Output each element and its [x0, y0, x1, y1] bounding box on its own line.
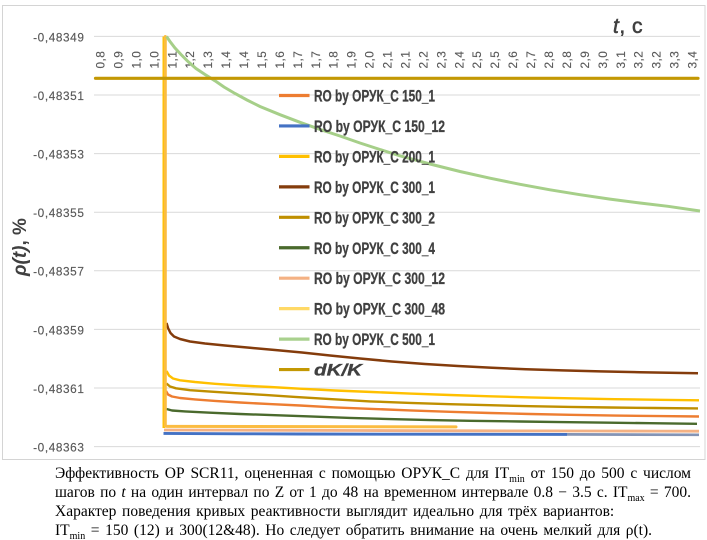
svg-text:1,9: 1,9	[345, 51, 359, 69]
svg-text:1,3: 1,3	[201, 51, 215, 69]
svg-text:1,0: 1,0	[147, 51, 161, 69]
svg-text:1,4: 1,4	[219, 51, 233, 69]
svg-text:3,4: 3,4	[686, 51, 700, 69]
svg-text:1,6: 1,6	[273, 51, 287, 69]
svg-text:2,1: 2,1	[381, 51, 395, 69]
svg-text:2,5: 2,5	[488, 51, 502, 69]
svg-text:RO by ОРУК_С 500_1: RO by ОРУК_С 500_1	[314, 330, 435, 349]
svg-text:3,2: 3,2	[632, 51, 646, 69]
svg-text:RO by ОРУК_С 200_1: RO by ОРУК_С 200_1	[314, 147, 435, 166]
svg-text:2,9: 2,9	[578, 51, 592, 69]
svg-text:2,6: 2,6	[506, 51, 520, 69]
svg-text:RO by ОРУК_С 300_12: RO by ОРУК_С 300_12	[314, 269, 445, 288]
svg-text:2,8: 2,8	[542, 51, 556, 69]
svg-text:2,8: 2,8	[560, 51, 574, 69]
svg-text:3,2: 3,2	[650, 51, 664, 69]
svg-text:-0,48353: -0,48353	[33, 148, 84, 162]
svg-text:RO by ОРУК_С 150_1: RO by ОРУК_С 150_1	[314, 87, 435, 106]
svg-text:-0,48349: -0,48349	[33, 30, 84, 44]
svg-text:2,1: 2,1	[398, 51, 412, 69]
svg-text:0,8: 0,8	[94, 51, 108, 69]
svg-text:1,0: 1,0	[129, 51, 143, 69]
svg-text:1,2: 1,2	[183, 51, 197, 69]
svg-text:-0,48357: -0,48357	[33, 265, 84, 279]
svg-text:1,4: 1,4	[237, 51, 251, 69]
svg-text:t, c: t, c	[613, 15, 643, 38]
svg-text:0,9: 0,9	[111, 51, 125, 69]
svg-text:3,3: 3,3	[668, 51, 682, 69]
svg-text:1,1: 1,1	[165, 51, 179, 69]
svg-text:-0,48355: -0,48355	[33, 206, 84, 220]
svg-text:RO by ОРУК_С 300_48: RO by ОРУК_С 300_48	[314, 300, 445, 319]
svg-text:2,3: 2,3	[434, 51, 448, 69]
svg-text:RO by ОРУК_С 300_2: RO by ОРУК_С 300_2	[314, 208, 435, 227]
svg-text:-0,48363: -0,48363	[33, 441, 84, 455]
svg-text:2,4: 2,4	[452, 51, 466, 69]
svg-text:RO by ОРУК_С 300_4: RO by ОРУК_С 300_4	[314, 239, 435, 258]
svg-text:1,7: 1,7	[309, 51, 323, 69]
svg-text:RO by ОРУК_С 300_1: RO by ОРУК_С 300_1	[314, 178, 435, 197]
svg-text:1,7: 1,7	[291, 51, 305, 69]
svg-text:2,0: 2,0	[363, 51, 377, 69]
svg-text:-0,48361: -0,48361	[33, 382, 84, 396]
svg-text:1,8: 1,8	[327, 51, 341, 69]
svg-text:3,1: 3,1	[614, 51, 628, 69]
svg-text:2,7: 2,7	[524, 51, 538, 69]
svg-text:RO by ОРУК_С 150_12: RO by ОРУК_С 150_12	[314, 117, 445, 136]
svg-text:-0,48351: -0,48351	[33, 89, 84, 103]
svg-text:1,5: 1,5	[255, 51, 269, 69]
svg-text:2,2: 2,2	[416, 51, 430, 69]
svg-text:dK/K: dK/K	[314, 361, 364, 380]
svg-text:3,0: 3,0	[596, 51, 610, 69]
svg-text:2,5: 2,5	[470, 51, 484, 69]
svg-text:ρ(t), %: ρ(t), %	[10, 218, 31, 277]
svg-text:-0,48359: -0,48359	[33, 323, 84, 337]
